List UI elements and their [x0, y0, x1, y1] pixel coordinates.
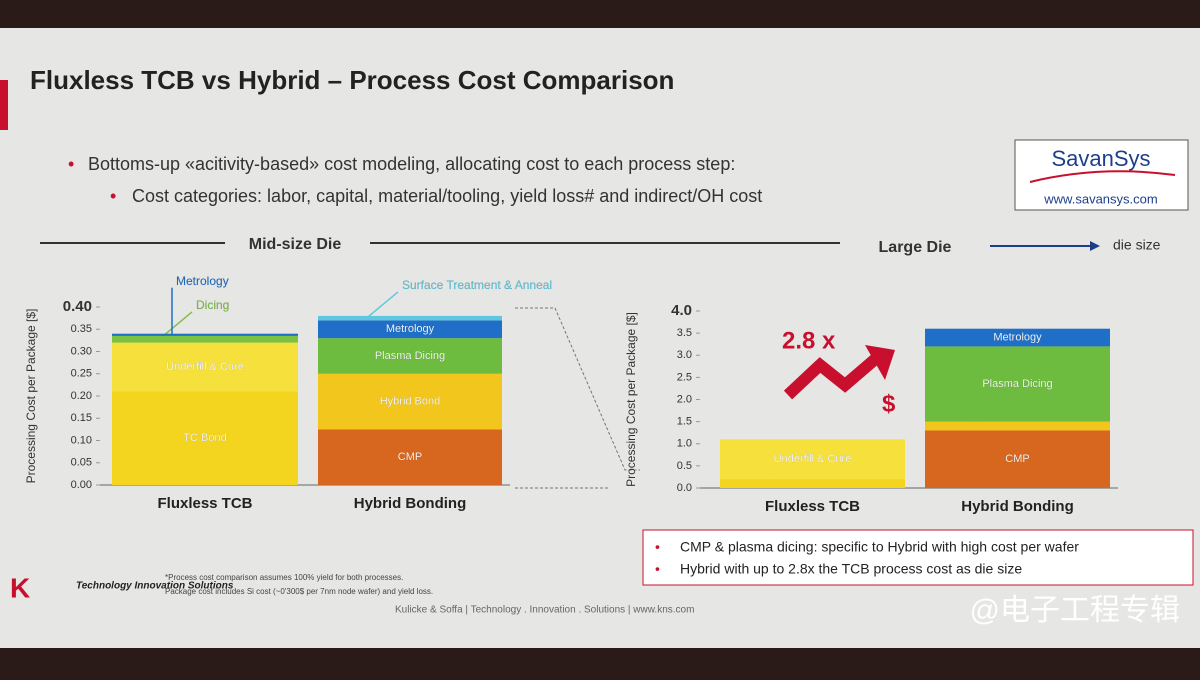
bullet-dot: •	[655, 561, 660, 577]
tagline: Technology Innovation Solutions	[76, 581, 234, 592]
y-tick-label: 0.5	[677, 460, 692, 472]
bullet: Cost categories: labor, capital, materia…	[132, 186, 762, 206]
x-tick-label: Hybrid Bonding	[354, 495, 467, 512]
segment-label: Plasma Dicing	[982, 378, 1052, 390]
y-tick-label: 0.15	[71, 412, 92, 424]
segment-label: Metrology	[993, 331, 1042, 343]
bar-segment	[925, 328, 1110, 347]
bar-segment	[720, 479, 905, 488]
bullet-dot: •	[655, 539, 660, 555]
callout-box	[642, 529, 1194, 586]
bar-segment	[112, 333, 298, 336]
callout-label: Dicing	[196, 298, 229, 312]
y-axis-label: Processing Cost per Package [$]	[24, 309, 38, 484]
callout-text: CMP & plasma dicing: specific to Hybrid …	[680, 539, 1079, 555]
x-tick-label: Hybrid Bonding	[961, 498, 1074, 515]
bar-segment	[112, 342, 298, 392]
bar-segment	[925, 430, 1110, 488]
bar-segment	[318, 320, 502, 339]
bar-segment	[925, 346, 1110, 422]
y-tick-label: 0.0	[677, 482, 692, 494]
y-tick-label: 0.20	[71, 390, 92, 402]
section: Large Die	[879, 239, 952, 256]
callout-label: Metrology	[176, 274, 229, 288]
y-tick-label: 0.05	[71, 457, 92, 469]
y-tick-label: 3.5	[677, 327, 692, 339]
bullet-dot: •	[110, 186, 116, 206]
trend-arrow	[783, 350, 884, 400]
company-logo: K	[10, 572, 30, 603]
y-tick-label: 0.25	[71, 368, 92, 380]
logo-url: www.savansys.com	[1043, 191, 1157, 206]
segment-label: Underfill & Cure	[166, 361, 244, 373]
segment-label: Hybrid Bond	[380, 395, 441, 407]
annotation: $	[882, 390, 896, 417]
y-tick-label: 0.00	[71, 479, 92, 491]
y-tick-label: 2.0	[677, 393, 692, 405]
bar-segment	[318, 373, 502, 430]
logo-name: SavanSys	[1051, 146, 1150, 171]
y-tick-label: 4.0	[671, 302, 692, 319]
footnote: *Process cost comparison assumes 100% yi…	[165, 573, 403, 582]
callout-text: Hybrid with up to 2.8x the TCB process c…	[680, 561, 1022, 577]
segment-label: Metrology	[386, 323, 435, 335]
segment-label: TC Bond	[183, 432, 226, 444]
footer: Kulicke & Soffa | Technology . Innovatio…	[395, 605, 694, 616]
bar-segment	[720, 439, 905, 480]
watermark: @电子工程专辑	[970, 594, 1180, 627]
annotation: 2.8 x	[782, 327, 836, 354]
section: Mid-size Die	[249, 236, 342, 253]
y-axis-label: Processing Cost per Package [$]	[624, 312, 638, 487]
logo-swoosh	[1029, 170, 1176, 183]
bar-segment	[318, 338, 502, 374]
segment-label: Plasma Dicing	[375, 350, 445, 362]
bar-segment	[112, 391, 298, 485]
y-tick-label: 0.10	[71, 434, 92, 446]
bar-segment	[112, 335, 298, 343]
x-tick-label: Fluxless TCB	[765, 498, 860, 515]
y-tick-label: 3.0	[677, 349, 692, 361]
section: die size	[1113, 237, 1161, 253]
callout-line	[161, 311, 193, 338]
y-tick-label: 0.40	[63, 298, 92, 315]
callout-line	[367, 291, 399, 318]
bar-segment	[925, 421, 1110, 431]
y-tick-label: 0.35	[71, 323, 92, 335]
x-tick-label: Fluxless TCB	[157, 495, 252, 512]
bar-segment	[318, 429, 502, 485]
y-tick-label: 2.5	[677, 371, 692, 383]
trend-arrow-head	[865, 345, 895, 380]
accent	[0, 80, 8, 130]
bullet: Bottoms-up «acitivity-based» cost modeli…	[88, 154, 735, 174]
zoom-lines	[515, 307, 640, 489]
footnote: Package cost includes Si cost (~0'300$ p…	[165, 587, 433, 596]
segment-label: CMP	[398, 451, 422, 463]
bullet-dot: •	[68, 154, 74, 174]
callout-label: Surface Treatment & Anneal	[402, 278, 552, 292]
y-tick-label: 0.30	[71, 345, 92, 357]
bar-segment	[318, 315, 502, 321]
slide-title: Fluxless TCB vs Hybrid – Process Cost Co…	[30, 65, 674, 95]
y-tick-label: 1.0	[677, 438, 692, 450]
y-tick-label: 1.5	[677, 416, 692, 428]
arrow-head	[1090, 241, 1100, 251]
logo-box	[1014, 139, 1189, 211]
segment-label: Underfill & Cure	[774, 453, 852, 465]
segment-label: CMP	[1005, 453, 1029, 465]
